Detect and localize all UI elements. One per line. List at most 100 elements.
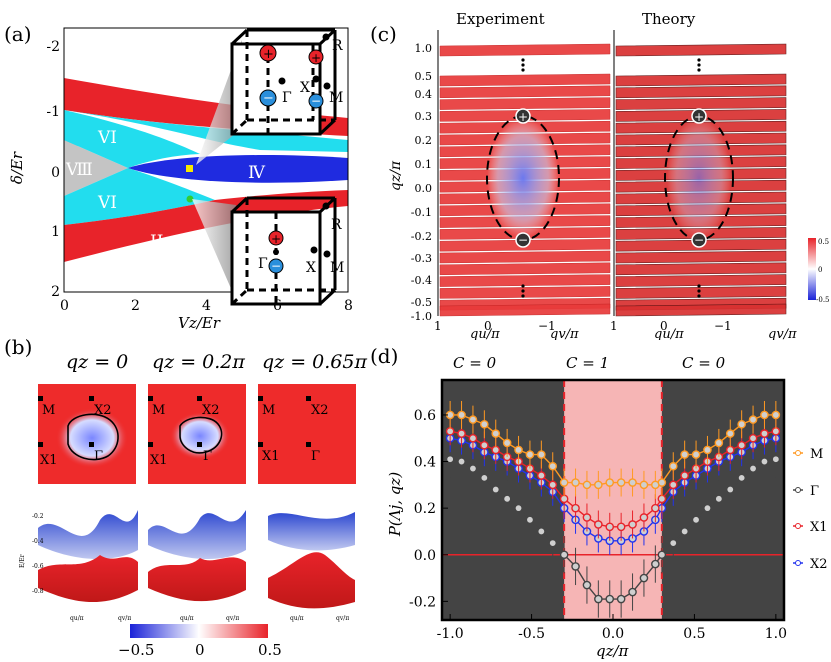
topological-region <box>564 380 662 620</box>
region-label-ii-bot: II <box>150 232 163 252</box>
panel-c-title-theory: Theory <box>642 10 696 28</box>
slice-theory <box>615 97 787 110</box>
svg-text:0: 0 <box>60 298 69 314</box>
data-point <box>571 562 580 571</box>
data-point <box>468 464 478 473</box>
inset-cube-top <box>230 28 337 136</box>
data-point <box>737 440 746 450</box>
svg-text:−: − <box>518 233 528 247</box>
svg-text:M: M <box>152 403 165 418</box>
data-point <box>691 450 701 459</box>
data-point <box>582 580 592 590</box>
data-point <box>703 445 712 455</box>
svg-text:1: 1 <box>51 224 60 240</box>
inset-cube-bot <box>230 196 337 306</box>
panel-d-label: (d) <box>370 344 399 368</box>
chern-left: C = 0 <box>453 354 497 372</box>
data-point <box>628 478 637 487</box>
panel-b-title-2: qz = 0.65π <box>262 351 367 373</box>
panel-b-title-1: qz = 0.2π <box>152 351 245 373</box>
c-ytick: 0.2 <box>415 134 433 147</box>
svg-text:M: M <box>42 403 55 418</box>
y-tick-label: -0.2 <box>409 594 436 610</box>
chern-mid: C = 1 <box>566 354 609 372</box>
band-surface-0 <box>38 510 138 603</box>
panel-c-yticks: 1.0 0.5 0.4 0.3 0.2 0.1 0.0 -0.1 -0.2 -0.3 -0.4 -0.… <box>411 42 432 323</box>
legend-entry: X1 <box>810 520 828 535</box>
panel-b-colorbar <box>130 624 268 638</box>
data-point <box>628 587 637 597</box>
data-point <box>680 471 689 480</box>
data-point <box>748 464 758 473</box>
slice-theory <box>615 274 787 287</box>
data-point <box>616 594 626 604</box>
cbar-b-mid: 0 <box>195 641 205 659</box>
c-ytick: -0.2 <box>411 230 432 243</box>
data-point <box>760 457 769 466</box>
data-point <box>605 594 615 604</box>
data-point <box>771 410 781 420</box>
svg-text:X2: X2 <box>202 403 220 418</box>
data-point <box>582 513 592 522</box>
slice-exp <box>439 85 611 99</box>
bz-map-1 <box>148 384 246 484</box>
svg-text:X1: X1 <box>40 453 58 468</box>
data-point <box>548 461 558 471</box>
data-point <box>668 461 678 471</box>
cbar-b-max: 0.5 <box>258 641 282 659</box>
data-point <box>680 450 689 459</box>
data-point <box>725 485 735 494</box>
data-point <box>525 515 535 525</box>
inset-top-m: M <box>329 90 343 106</box>
inset-top-r: R <box>332 38 343 54</box>
svg-text:-0.2: -0.2 <box>32 513 44 520</box>
legend-entry: M <box>810 447 823 462</box>
svg-text:0.5: 0.5 <box>818 238 829 246</box>
panel-d-ylabel: P(Λj, qz) <box>386 472 404 537</box>
panel-a-figure: II VI Ⅷ Ⅳ VI II + + − − Γ X M R + − <box>8 27 353 330</box>
data-point <box>457 429 466 438</box>
svg-text:2: 2 <box>131 298 140 314</box>
slice-theory <box>615 73 787 87</box>
y-tick-label: 0.0 <box>414 548 436 564</box>
c-ytick: -1.0 <box>411 310 432 323</box>
data-point <box>639 480 649 490</box>
data-point <box>480 419 489 429</box>
svg-text:qu/π: qu/π <box>70 615 84 622</box>
x-tick-label: -0.5 <box>518 626 545 642</box>
data-point <box>514 503 523 513</box>
data-point <box>668 480 678 490</box>
region-iv <box>128 155 348 183</box>
region-label-viii: Ⅷ <box>65 160 93 180</box>
svg-text:qu/π: qu/π <box>654 327 684 340</box>
svg-text:−: − <box>694 233 704 247</box>
svg-text:X1: X1 <box>262 449 280 464</box>
data-point <box>748 433 758 443</box>
slice-theory <box>615 85 787 99</box>
region-label-ii-top: II <box>150 77 163 97</box>
inset-top-gamma: Γ <box>282 90 292 106</box>
y-tick-label: 0.6 <box>414 408 436 424</box>
data-point <box>548 480 558 490</box>
svg-text:-0.6: -0.6 <box>32 563 44 570</box>
svg-text:−: − <box>271 259 281 273</box>
bz-map-0 <box>38 384 136 484</box>
slice-theory <box>615 303 787 317</box>
svg-text:-1: -1 <box>46 104 60 120</box>
inset-bot-r: R <box>331 217 342 233</box>
data-point <box>680 527 689 536</box>
legend-entry: Γ <box>810 484 819 499</box>
data-point <box>605 522 615 532</box>
data-point <box>537 471 546 480</box>
data-point <box>714 438 724 448</box>
svg-text:4: 4 <box>202 298 211 314</box>
panel-c-colorbar <box>808 238 816 300</box>
data-point <box>491 429 501 438</box>
region-label-iv: Ⅳ <box>248 163 266 183</box>
slice-exp <box>439 274 611 287</box>
yellow-marker <box>186 165 193 172</box>
svg-text:−1: −1 <box>714 319 732 333</box>
region-vi-bot <box>64 168 215 225</box>
svg-text:0: 0 <box>51 165 60 181</box>
data-point <box>657 550 667 560</box>
